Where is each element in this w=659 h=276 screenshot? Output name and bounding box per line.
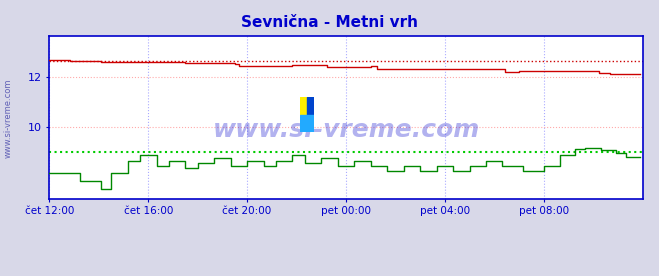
Bar (300, 97, 307, 115)
Bar (300, 115, 314, 132)
Bar (307, 97, 314, 115)
Text: www.si-vreme.com: www.si-vreme.com (3, 79, 13, 158)
Text: Sevnična - Metni vrh: Sevnična - Metni vrh (241, 15, 418, 30)
Text: www.si-vreme.com: www.si-vreme.com (212, 118, 480, 142)
